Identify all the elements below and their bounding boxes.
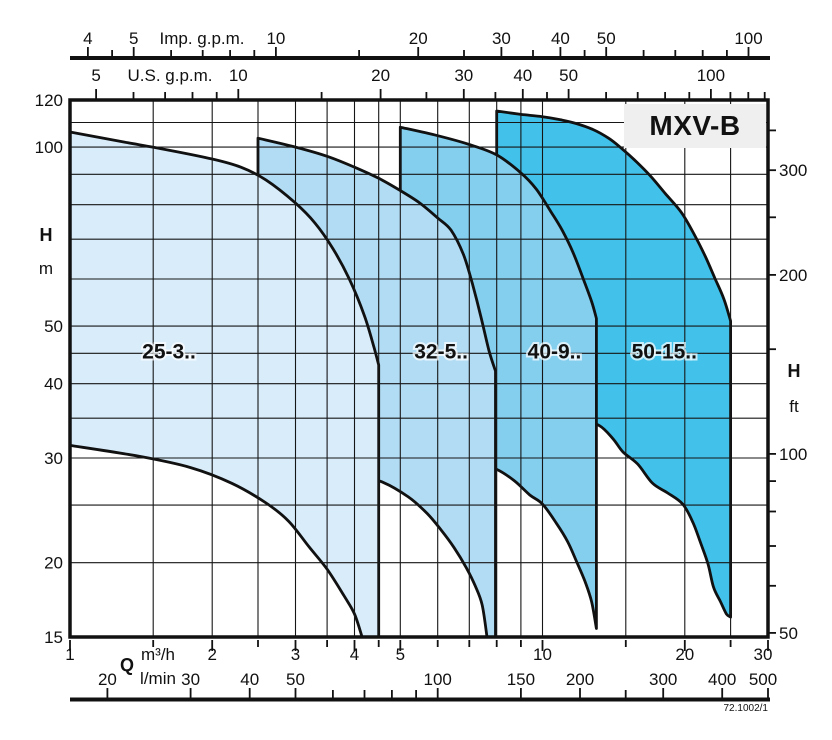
axis-us_gpm-tick-label: 40 [513,66,532,85]
region-label-50-15: 50-15.. [632,340,697,363]
axis-m3h-tick-label: 10 [533,645,552,664]
axis-lmin: 20 30 40 50 100 150 200 300 400 500 l/min [70,669,777,702]
axis-imp_gpm-unit-label: Imp. g.p.m. [159,29,244,48]
axis-imp_gpm-tick-label: 40 [551,29,570,48]
axis-m3h-tick-label: 30 [754,645,773,664]
axis-imp_gpm-tick-label: 100 [734,29,762,48]
envelope-regions [68,109,732,639]
axis-lmin-tick-label: 200 [566,670,594,689]
axis-lmin-tick-label: 40 [240,670,259,689]
axis-lmin-unit-label: l/min [140,669,176,688]
axis-lmin-tick-label: 300 [649,670,677,689]
axis-head-ft-tick-label: 50 [779,624,798,643]
axis-lmin-tick-label: 20 [98,670,117,689]
axis-head-m-tick-label: 20 [44,554,63,573]
axis-head-m-tick-label: 120 [35,91,63,110]
axis-imp_gpm-tick-label: 4 [83,29,92,48]
region-labels: 25-3.. 32-5.. 40-9.. 50-15.. [140,338,699,365]
axis-m3h-tick-label: 4 [350,645,359,664]
axis-head-m-tick-label: 40 [44,375,63,394]
axis-m3h-tick-label: 3 [291,645,300,664]
chart-family-title: MXV-B [624,104,766,148]
axis-us_gpm-tick-label: 20 [371,66,390,85]
axis-head-ft-tick-label: 100 [779,445,807,464]
axis-us_gpm-unit-label: U.S. g.p.m. [127,66,212,85]
axis-m3h: 1 2 3 4 5 10 20 30 m³/h [65,640,772,664]
axis-head-m: 120 100 50 40 30 20 15 Hm [35,91,63,647]
axis-imp_gpm: 4 5 10 20 30 40 50 100 Imp. g.p.m. [70,29,770,60]
axis-m3h-tick-label: 20 [675,645,694,664]
axis-head-m-tick-label: 100 [35,138,63,157]
axis-lmin-tick-label: 30 [181,670,200,689]
axis-lmin-tick-label: 400 [708,670,736,689]
axis-head-m-tick-label: 30 [44,449,63,468]
axis-lmin-tick-label: 50 [286,670,305,689]
axis-us_gpm-tick-label: 100 [697,66,725,85]
axis-imp_gpm-tick-label: 20 [409,29,428,48]
axis-m3h-tick-label: 1 [65,645,74,664]
head-axis-letter-left: H [40,225,53,245]
axis-head-ft: 300 200 100 50 Hft [768,129,807,643]
axis-m3h-tick-label: 5 [396,645,405,664]
axis-us_gpm: 5 10 20 30 40 50 100 U.S. g.p.m. [91,66,766,99]
axis-imp_gpm-tick-label: 5 [129,29,138,48]
head-axis-letter-right: H [788,361,801,381]
head-axis-unit-ft: ft [789,397,799,416]
axis-imp_gpm-tick-label: 10 [266,29,285,48]
axis-us_gpm-tick-label: 30 [454,66,473,85]
region-label-32-5: 32-5.. [414,340,468,363]
axis-head-ft-tick-label: 200 [779,266,807,285]
axis-head-m-tick-label: 15 [44,628,63,647]
axis-imp_gpm-tick-label: 30 [492,29,511,48]
region-label-25-3: 25-3.. [142,340,196,363]
plot-border [68,98,770,639]
flow-axis-letter: Q [120,655,134,675]
axis-lmin-tick-label: 100 [424,670,452,689]
axis-m3h-unit-label: m³/h [141,645,175,664]
axis-lmin-tick-label: 500 [749,670,777,689]
axis-lmin-tick-label: 150 [507,670,535,689]
axis-imp_gpm-tick-label: 50 [597,29,616,48]
region-label-40-9: 40-9.. [528,340,582,363]
axis-us_gpm-tick-label: 50 [559,66,578,85]
drawing-code: 72.1002/1 [723,703,769,714]
axis-head-m-tick-label: 50 [44,317,63,336]
axis-us_gpm-tick-label: 5 [91,66,100,85]
head-axis-unit-m: m [39,259,53,278]
axis-us_gpm-tick-label: 10 [229,66,248,85]
axis-head-ft-tick-label: 300 [779,161,807,180]
axis-m3h-tick-label: 2 [207,645,216,664]
region-25-3 [68,130,381,639]
